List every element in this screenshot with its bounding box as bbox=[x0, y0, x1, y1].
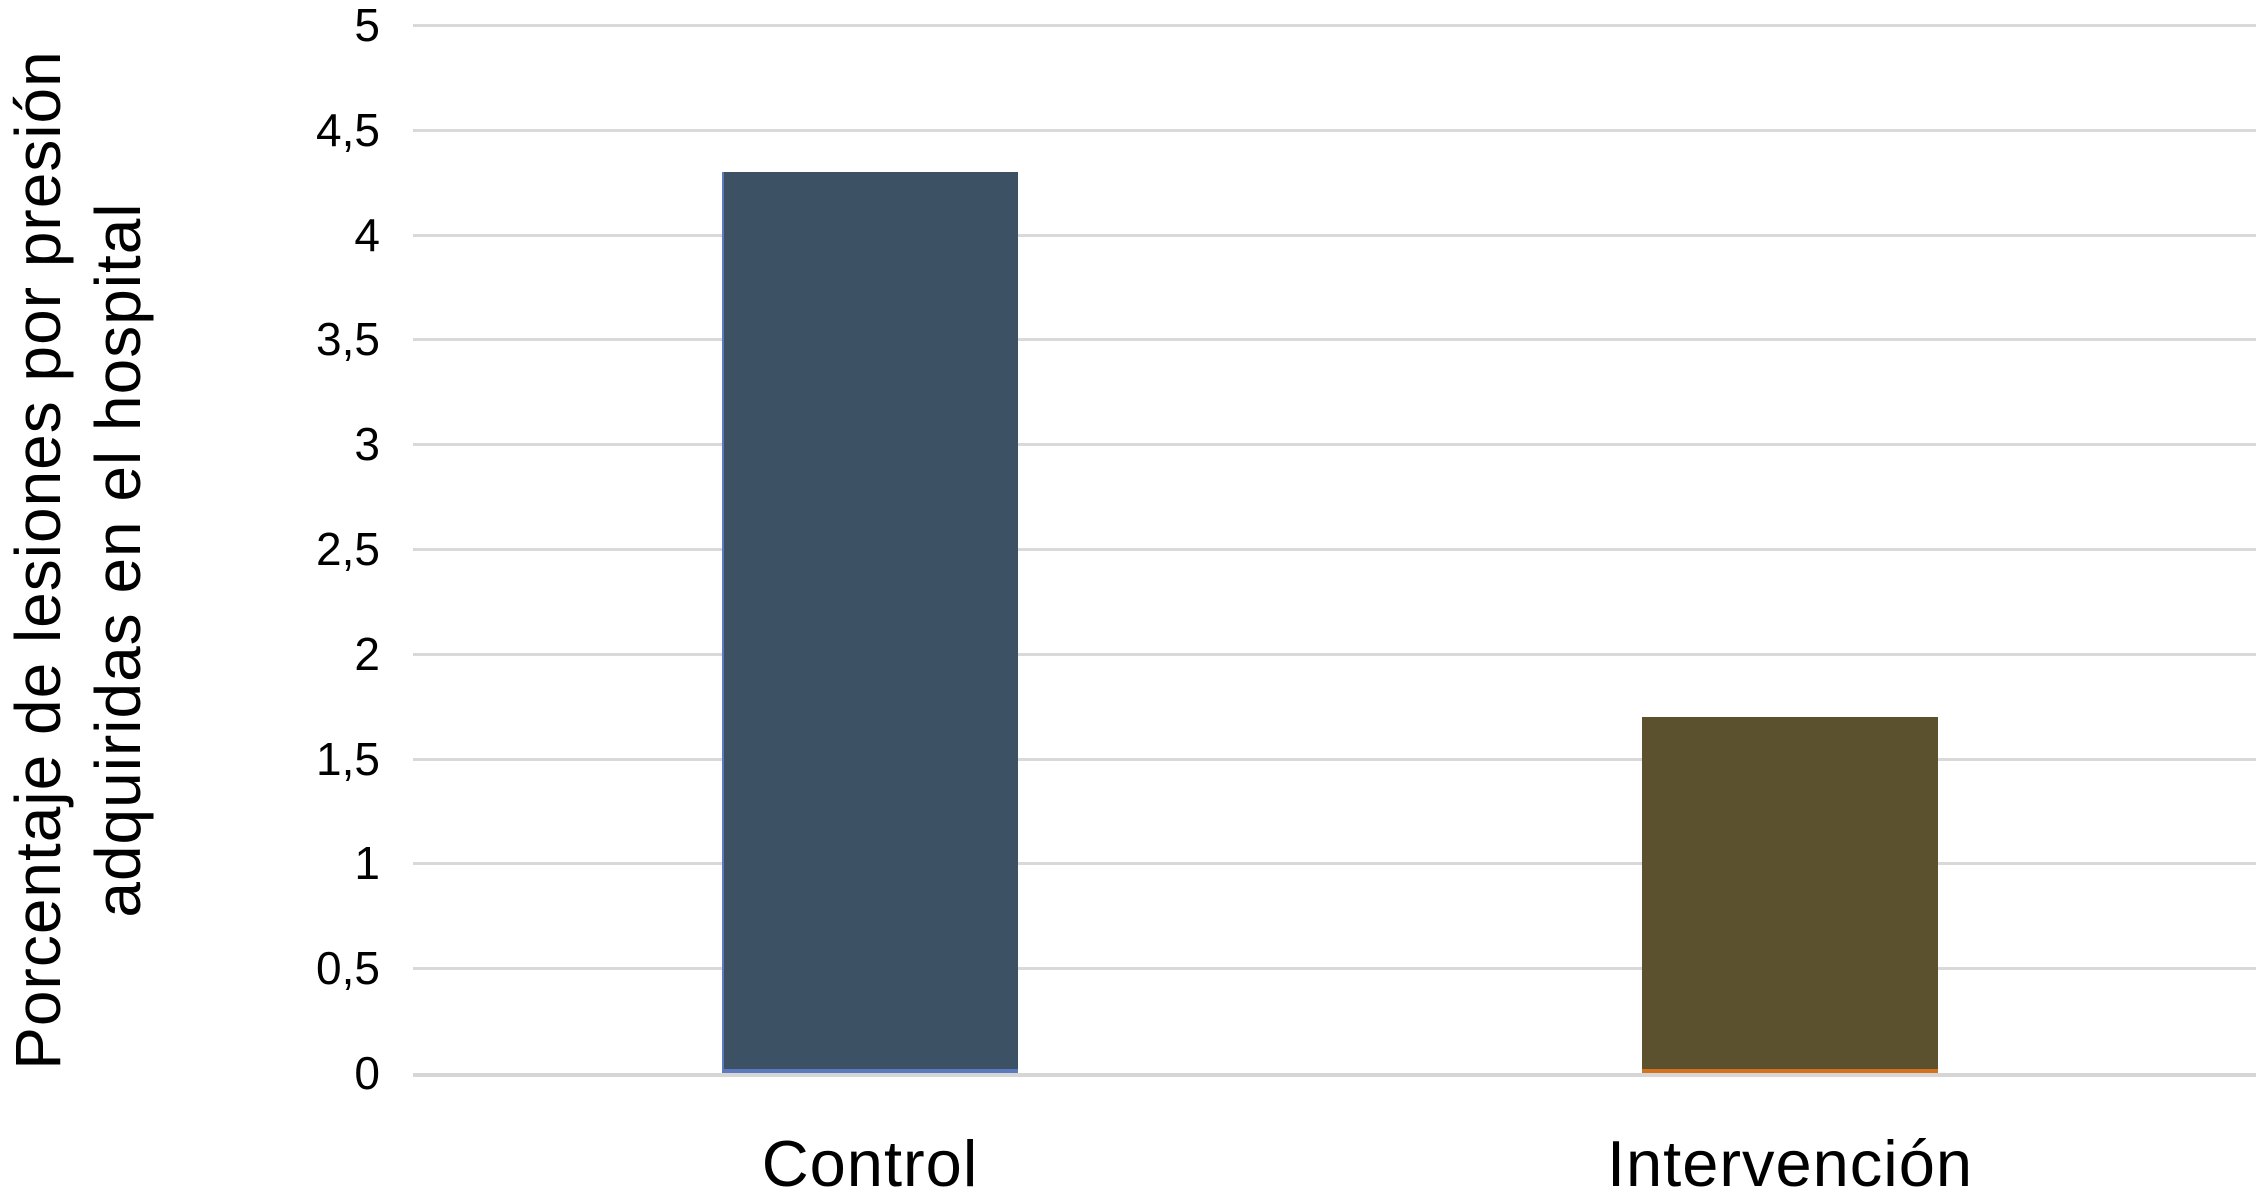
x-category-label: Intervención bbox=[1606, 1127, 1974, 1194]
x-axis-line bbox=[413, 1073, 2256, 1077]
gridline bbox=[413, 128, 2256, 132]
y-tick-label: 0,5 bbox=[316, 942, 380, 995]
y-tick-label: 3 bbox=[354, 418, 380, 471]
y-tick-label: 1 bbox=[354, 837, 380, 890]
y-tick-label: 5 bbox=[354, 0, 380, 51]
gridline bbox=[413, 24, 2256, 27]
y-tick-label: 0 bbox=[354, 1047, 380, 1099]
gridline bbox=[413, 233, 2256, 237]
y-tick-label: 4 bbox=[354, 208, 380, 261]
bar-intervención bbox=[1642, 717, 1938, 1073]
gridline bbox=[413, 967, 2256, 971]
gridline bbox=[413, 548, 2256, 551]
gridline bbox=[413, 443, 2256, 447]
y-tick-label: 2 bbox=[354, 627, 380, 680]
gridline bbox=[413, 862, 2256, 866]
y-tick-label: 2,5 bbox=[316, 523, 380, 575]
gridline bbox=[413, 757, 2256, 761]
gridline bbox=[413, 338, 2256, 342]
bar-control bbox=[722, 172, 1018, 1073]
x-category-label: Control bbox=[761, 1127, 979, 1194]
y-tick-label: 3,5 bbox=[316, 313, 380, 366]
plot-area bbox=[413, 24, 2256, 1077]
y-tick-label: 1,5 bbox=[316, 732, 380, 785]
y-tick-label: 4,5 bbox=[316, 103, 380, 156]
gridline bbox=[413, 652, 2256, 656]
